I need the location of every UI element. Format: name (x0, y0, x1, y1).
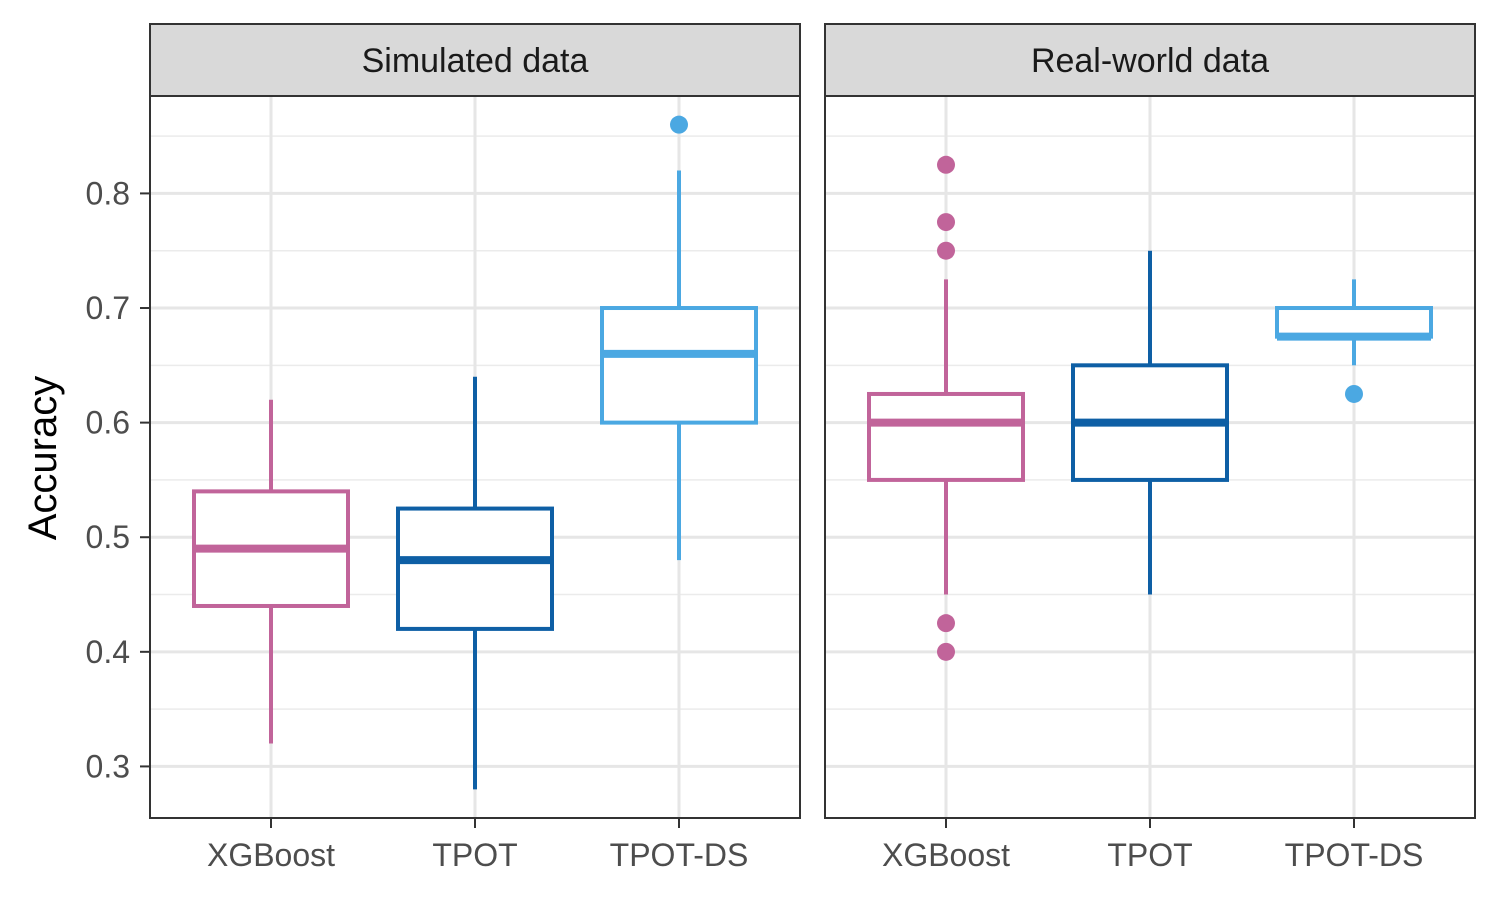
panel-title: Real-world data (1031, 42, 1269, 80)
outlier-point (937, 155, 955, 174)
panel-title: Simulated data (362, 42, 589, 80)
panel-real-world: Real-world data XGBoost TPOT TPOT-DS (824, 23, 1476, 873)
y-tick-label: 0.5 (86, 519, 130, 555)
x-tick-label: TPOT-DS (1285, 837, 1424, 873)
panel-simulated: Simulated data XGBoost TPOT TPOT-DS (149, 23, 801, 873)
box-iqr (867, 391, 1025, 482)
box-tpot (396, 376, 554, 790)
box-tpot-ds (1275, 279, 1433, 403)
y-tick-label: 0.8 (86, 175, 130, 211)
x-tick-label: XGBoost (882, 837, 1010, 873)
y-tick-label: 0.4 (86, 634, 130, 670)
panel-strip (824, 23, 1476, 97)
box-tpot (1071, 250, 1229, 595)
box-xgboost (192, 399, 350, 744)
outlier-point (937, 213, 955, 232)
box-tpot-ds (600, 115, 758, 561)
x-tick-label: TPOT (432, 837, 517, 873)
outlier-point (937, 642, 955, 661)
x-tick-label: TPOT-DS (610, 837, 749, 873)
x-tick-label: TPOT (1107, 837, 1192, 873)
box-xgboost (867, 155, 1025, 661)
box-iqr (1275, 306, 1433, 339)
plot-area: 0.3 0.4 0.5 0.6 0.7 0.8 Simulated data XGBoost T… (86, 23, 1476, 873)
box-iqr (600, 306, 758, 425)
y-tick-label: 0.3 (86, 748, 130, 784)
x-tick-label: XGBoost (207, 837, 335, 873)
y-axis-title: Accuracy (21, 376, 65, 541)
outlier-point (670, 115, 688, 134)
box-iqr (396, 506, 554, 631)
y-tick-label: 0.6 (86, 405, 130, 441)
y-tick-label: 0.7 (86, 290, 130, 326)
outlier-point (937, 614, 955, 633)
outlier-point (1345, 384, 1363, 403)
outlier-point (937, 241, 955, 260)
